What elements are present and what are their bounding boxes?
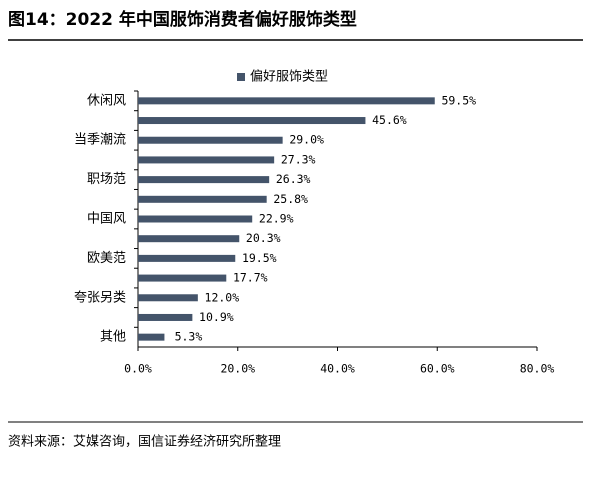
value-label: 45.6% [372,113,407,127]
bar [138,136,283,144]
bar [138,156,275,164]
y-tick-label: 其他 [100,330,126,345]
x-tick-label: 80.0% [520,362,555,376]
bar [138,117,366,125]
x-tick-label: 20.0% [220,362,255,376]
y-tick-label: 欧美范 [87,251,126,266]
legend-label: 偏好服饰类型 [250,70,328,85]
value-label: 27.3% [281,152,316,166]
value-label: 17.7% [233,271,268,285]
value-label: 10.9% [199,310,234,324]
x-tick-label: 60.0% [420,362,455,376]
bar [138,195,267,203]
value-label: 5.3% [175,330,203,344]
value-label: 19.5% [242,251,277,265]
bar [138,333,165,341]
y-tick-label: 中国风 [87,212,126,227]
bar [138,274,227,282]
bar [138,176,270,184]
bar [138,294,198,302]
x-tick-label: 40.0% [320,362,355,376]
value-label: 26.3% [276,172,311,186]
y-tick-label: 职场范 [87,172,126,187]
value-label: 59.5% [441,93,476,107]
value-label: 20.3% [246,231,281,245]
legend-swatch [237,73,245,81]
x-tick-label: 0.0% [124,362,152,376]
bar [138,235,240,243]
value-label: 25.8% [273,192,308,206]
bar [138,215,253,223]
chart-title: 图14：2022 年中国服饰消费者偏好服饰类型 [8,9,357,30]
value-label: 22.9% [259,212,294,226]
y-tick-label: 夸张另类 [74,290,126,305]
value-label: 29.0% [289,133,324,147]
bar [138,97,435,105]
y-tick-label: 当季潮流 [74,133,126,148]
value-label: 12.0% [205,290,240,304]
y-tick-label: 休闲风 [87,93,126,108]
source-note: 资料来源：艾媒咨询，国信证券经济研究所整理 [8,434,281,450]
bar [138,254,236,262]
bar [138,313,193,321]
